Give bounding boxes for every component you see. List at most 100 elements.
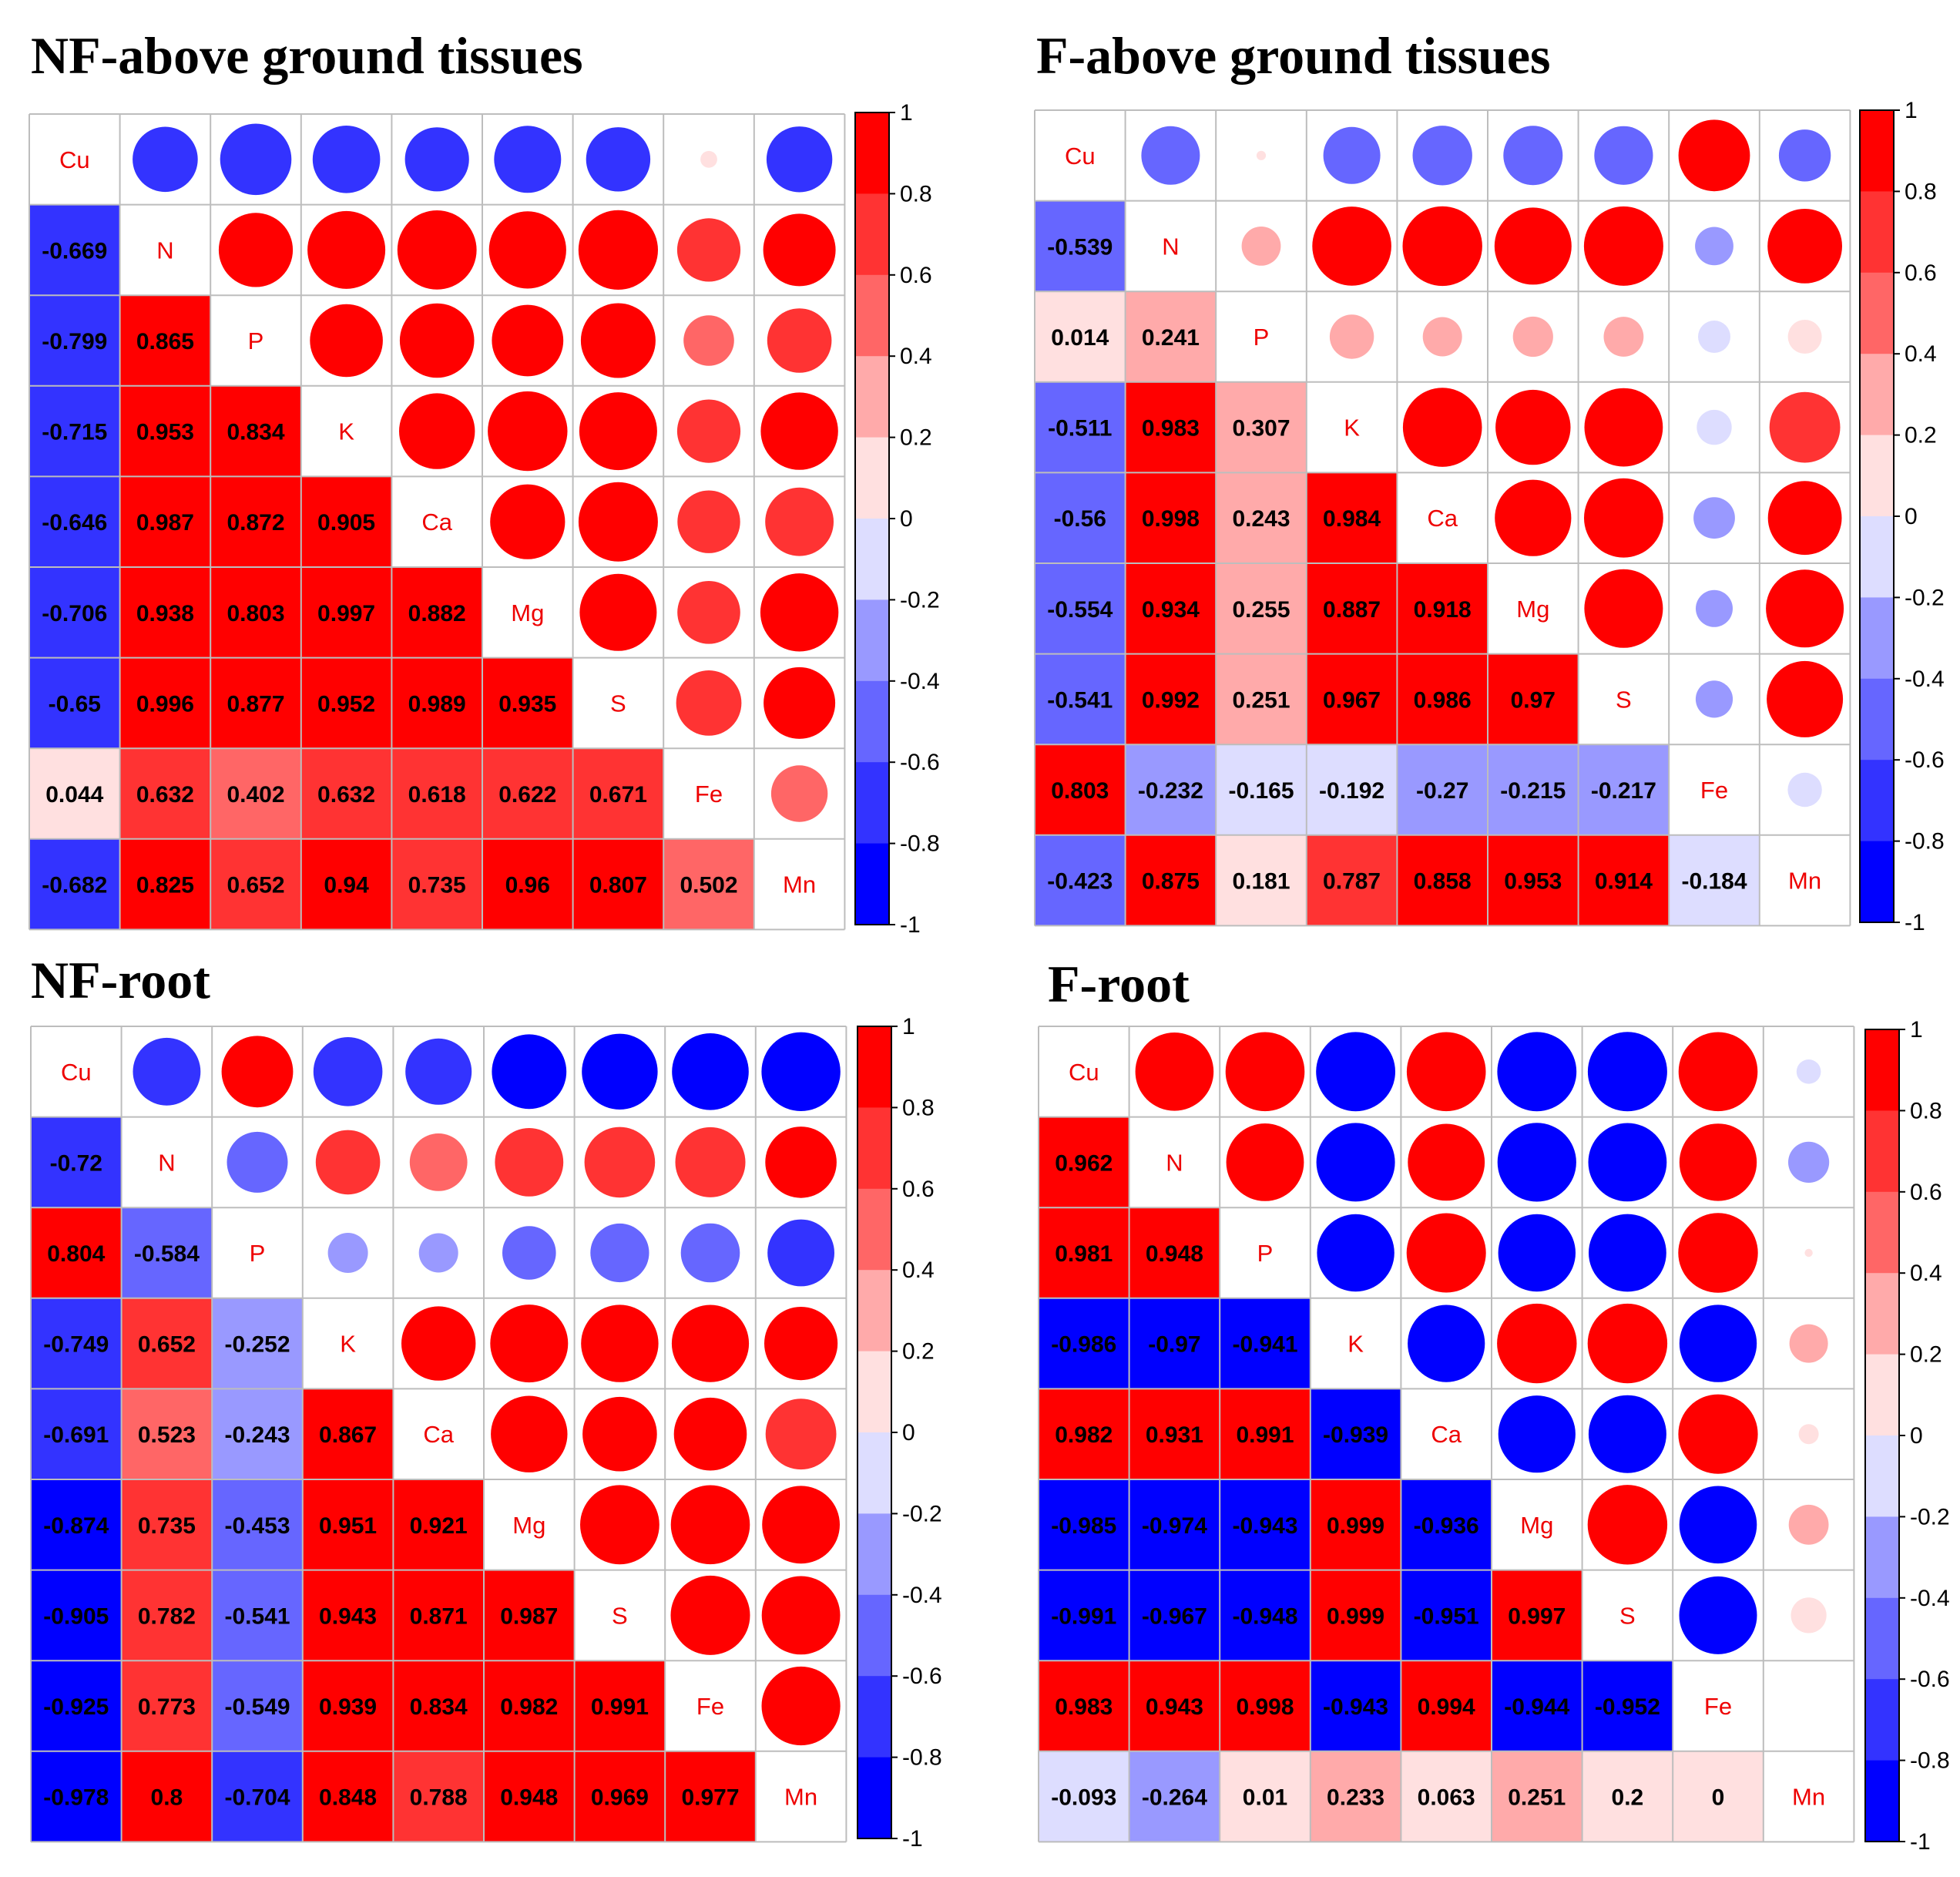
lower-cell	[1039, 1570, 1129, 1661]
upper-circle	[578, 210, 659, 290]
lower-cell	[119, 838, 211, 930]
cell-value: 0.987	[500, 1603, 558, 1629]
upper-circle	[1587, 1485, 1668, 1565]
upper-circle	[680, 1223, 740, 1283]
lower-cell	[663, 838, 754, 930]
cell-value: 0.788	[410, 1785, 468, 1811]
upper-circle	[1329, 314, 1374, 359]
cell-value: 0.807	[589, 873, 647, 898]
cell-value: 0.987	[136, 510, 194, 536]
upper-circle	[1778, 129, 1831, 182]
cell-value: 0.989	[408, 691, 466, 717]
cell-value: 0.97	[1511, 687, 1556, 713]
lower-cell	[574, 1660, 666, 1751]
cell-value: 0.063	[1418, 1785, 1475, 1811]
upper-circle	[1406, 1032, 1486, 1112]
cell-value: 0.782	[138, 1603, 196, 1629]
variable-label: Ca	[1427, 505, 1458, 532]
lower-cell	[1129, 1660, 1220, 1751]
upper-circle	[1767, 481, 1842, 556]
lower-cell	[1039, 1298, 1129, 1389]
colorbar-tick-label: -0.2	[1910, 1504, 1950, 1529]
variable-label: P	[1257, 1240, 1274, 1267]
cell-value: -0.252	[224, 1332, 290, 1358]
cell-value: 0.735	[408, 873, 466, 898]
lower-cell	[29, 295, 120, 386]
lower-cell	[29, 204, 120, 296]
cell-value: 0.984	[1323, 506, 1381, 532]
colorbar-segment	[1865, 1597, 1899, 1680]
variable-label: Mg	[1516, 596, 1549, 623]
cell-value: -0.978	[43, 1785, 109, 1811]
upper-circle	[1141, 126, 1200, 185]
lower-cell	[1129, 1570, 1220, 1661]
variable-label: Mg	[511, 599, 544, 626]
colorbar-segment	[858, 1513, 891, 1596]
cell-value: -0.165	[1228, 778, 1294, 804]
cell-value: -0.184	[1681, 869, 1747, 895]
upper-circle	[1589, 1214, 1666, 1292]
variable-label: N	[158, 1149, 175, 1176]
lower-cell	[119, 385, 211, 477]
upper-circle	[1697, 409, 1732, 445]
cell-value: 0.918	[1414, 597, 1472, 623]
upper-circle	[676, 670, 742, 736]
lower-cell	[1220, 1751, 1311, 1842]
cell-value: -0.584	[134, 1241, 200, 1267]
lower-cell	[29, 657, 120, 749]
lower-cell	[1216, 744, 1307, 835]
cell-value: -0.967	[1142, 1603, 1207, 1629]
cell-value: -0.952	[1595, 1694, 1660, 1720]
lower-cell	[1216, 381, 1307, 473]
panel-title: NF-above ground tissues	[31, 26, 583, 85]
colorbar-segment	[858, 1594, 891, 1677]
upper-circle	[579, 573, 657, 651]
colorbar-tick-label: -0.8	[900, 831, 940, 857]
colorbar-segment	[858, 1432, 891, 1514]
cell-value: -0.925	[43, 1694, 109, 1720]
cell-value: 0.977	[681, 1785, 739, 1811]
cell-value: -0.72	[50, 1150, 102, 1176]
lower-cell	[391, 838, 482, 930]
cell-value: 0.986	[1414, 687, 1472, 713]
cell-value: -0.215	[1500, 778, 1566, 804]
cell-value: 0.998	[1142, 506, 1200, 532]
variable-label: K	[340, 1331, 356, 1358]
upper-circle	[767, 1219, 834, 1287]
cell-value: -0.217	[1591, 778, 1656, 804]
cell-value: 0.858	[1414, 869, 1472, 895]
panel-f-root: F-root Cu 0.962 N 0.981 0.948 P -0.986 -0.97 -0.…	[1038, 955, 1950, 1855]
colorbar-segment	[855, 762, 889, 844]
colorbar-segment	[855, 356, 889, 438]
cell-value: -0.453	[224, 1513, 290, 1539]
colorbar-tick-label: -0.8	[902, 1745, 942, 1771]
upper-circle	[307, 210, 386, 289]
upper-circle	[578, 482, 658, 562]
lower-cell	[1306, 744, 1398, 835]
lower-cell	[484, 1751, 575, 1842]
colorbar-segment	[1865, 1679, 1899, 1761]
cell-value: -0.27	[1416, 778, 1468, 804]
colorbar-tick-label: -0.4	[1910, 1586, 1950, 1611]
colorbar-tick-label: 0.8	[900, 181, 932, 207]
upper-circle	[1787, 772, 1822, 808]
cell-value: 0.523	[138, 1422, 196, 1448]
variable-label: Mn	[1792, 1784, 1825, 1811]
upper-circle	[1584, 388, 1663, 467]
upper-circle	[1316, 1123, 1395, 1202]
upper-circle	[218, 213, 294, 287]
upper-circle	[1241, 227, 1281, 266]
lower-cell	[1125, 563, 1217, 654]
cell-value: 0.652	[227, 873, 284, 898]
cell-value: -0.905	[43, 1603, 109, 1629]
upper-circle	[313, 1037, 383, 1106]
cell-value: 0.994	[1418, 1694, 1475, 1720]
cell-value: 0.982	[500, 1694, 558, 1720]
upper-circle	[495, 1128, 564, 1197]
cell-value: 0.251	[1508, 1785, 1566, 1811]
upper-circle	[399, 303, 475, 378]
variable-label: P	[248, 327, 264, 354]
upper-circle	[579, 392, 657, 471]
cell-value: 0.962	[1055, 1150, 1113, 1176]
